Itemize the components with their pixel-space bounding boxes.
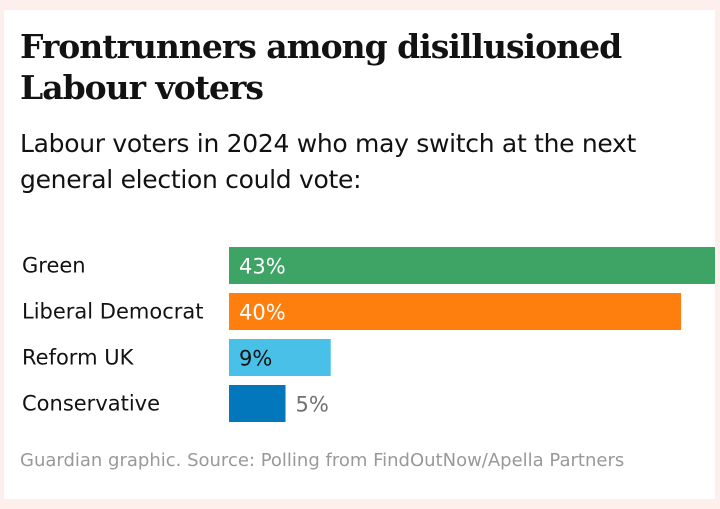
category-label: Conservative: [22, 392, 160, 416]
bar: [229, 385, 286, 422]
chart-subtitle: Labour voters in 2024 who may switch at …: [20, 129, 637, 194]
value-label: 9%: [239, 347, 272, 371]
bar-chart: Green 43% Liberal Democrat 40% Reform UK 9% Co…: [22, 247, 715, 422]
bar: [229, 247, 715, 284]
value-label: 5%: [296, 393, 329, 417]
category-label: Reform UK: [22, 346, 135, 370]
bar: [229, 293, 682, 330]
category-label: Green: [22, 254, 86, 278]
source-note: Guardian graphic. Source: Polling from F…: [20, 450, 625, 471]
value-label: 43%: [239, 255, 286, 279]
bar: [229, 339, 331, 376]
chart-title: Frontrunners among disillusioned Labour …: [20, 26, 700, 108]
value-label: 40%: [239, 301, 286, 325]
chart-title-line-2: Labour voters: [20, 68, 264, 107]
chart-title-line-1: Frontrunners among disillusioned: [20, 27, 622, 66]
category-label: Liberal Democrat: [22, 300, 203, 324]
chart-card: Frontrunners among disillusioned Labour …: [4, 10, 715, 499]
